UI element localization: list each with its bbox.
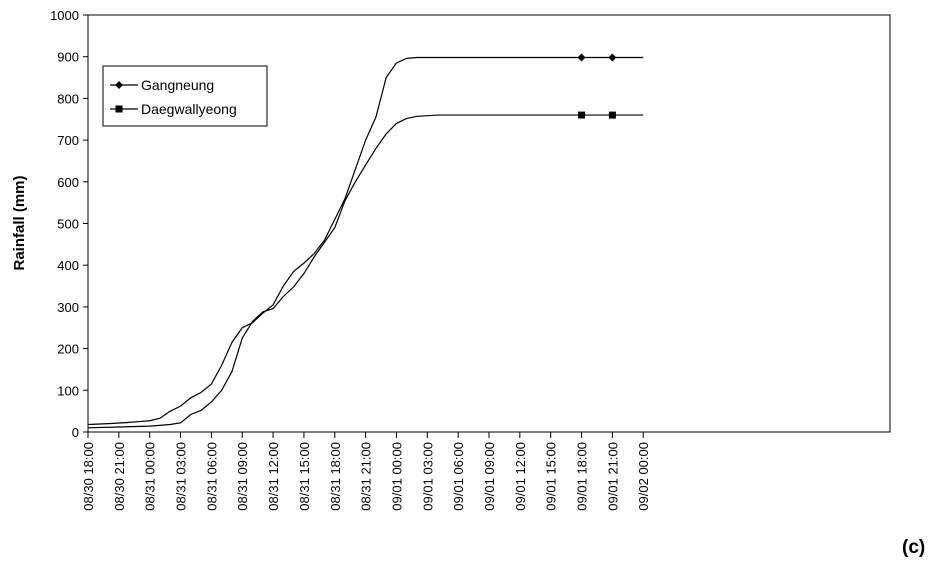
legend-marker-daegwallyeong [115,105,123,113]
data-point-daegwallyeong [608,111,616,119]
x-tick-label: 08/31 03:00 [174,442,189,511]
series-daegwallyeong [87,111,644,429]
x-tick-label: 08/31 09:00 [235,442,250,511]
x-tick-label: 09/01 06:00 [451,442,466,511]
legend: Gangneung Daegwallyeong [102,65,268,127]
x-tick-label: 09/01 12:00 [513,442,528,511]
y-tick-label: 1000 [50,8,79,23]
data-point-gangneung [608,53,617,62]
x-tick-label: 09/01 18:00 [575,442,590,511]
y-tick-label: 700 [57,133,79,148]
y-tick-label: 600 [57,175,79,190]
legend-label-daegwallyeong: Daegwallyeong [141,101,237,117]
series-line-gangneung [87,56,644,426]
y-tick-label: 800 [57,91,79,106]
x-tick-label: 08/31 18:00 [328,442,343,511]
legend-label-gangneung: Gangneung [141,77,214,93]
x-tick-label: 09/01 03:00 [420,442,435,511]
x-tick-label: 09/01 15:00 [544,442,559,511]
x-tick-label: 08/30 21:00 [112,442,127,511]
series-line-daegwallyeong [87,114,644,429]
x-tick-label: 08/30 18:00 [81,442,96,511]
y-tick-label: 100 [57,383,79,398]
y-tick-label: 200 [57,342,79,357]
series-gangneung [87,53,644,426]
y-axis: 0 100 200 300 400 500 600 700 800 900 1000 [50,8,88,440]
y-tick-label: 500 [57,217,79,232]
panel-label: (c) [902,537,925,558]
data-point-gangneung [577,53,586,62]
x-tick-label: 08/31 00:00 [143,442,158,511]
legend-box [102,65,268,127]
x-tick-label: 08/31 21:00 [359,442,374,511]
y-axis-label: Rainfall (mm) [11,175,28,270]
y-tick-label: 900 [57,50,79,65]
x-tick-label: 09/02 00:00 [636,442,651,511]
series-layer [87,53,644,429]
x-axis: 08/30 18:00 08/30 21:00 08/31 00:00 08/31 0… [81,432,651,511]
x-tick-label: 09/01 00:00 [389,442,404,511]
x-tick-label: 08/31 12:00 [266,442,281,511]
legend-marker-gangneung [115,81,123,89]
y-tick-label: 300 [57,300,79,315]
x-tick-label: 08/31 15:00 [297,442,312,511]
x-tick-label: 09/01 09:00 [482,442,497,511]
y-tick-label: 0 [72,425,79,440]
data-point-daegwallyeong [578,111,586,119]
x-tick-label: 08/31 06:00 [204,442,219,511]
x-tick-label: 09/01 21:00 [605,442,620,511]
y-tick-label: 400 [57,258,79,273]
